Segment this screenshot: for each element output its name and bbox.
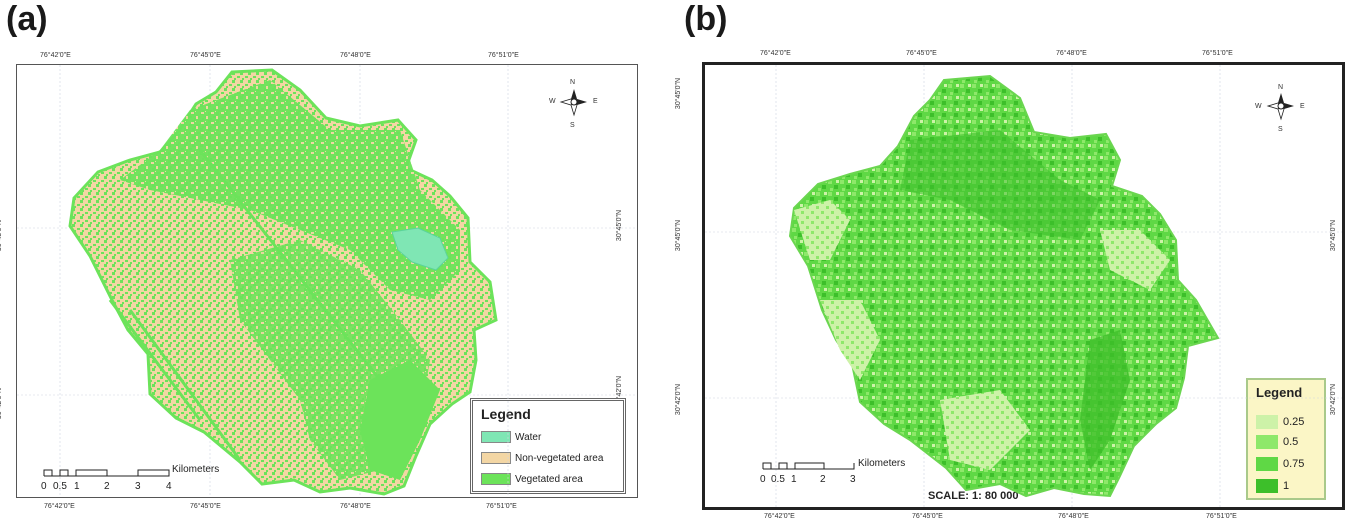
panel-a-swatch-nonveg xyxy=(481,452,511,464)
panel-b-legend-item-1: 1 xyxy=(1256,479,1289,493)
panel-b-lon-bottom-2: 76°45'0"E xyxy=(912,513,943,520)
panel-b-legend-label-1: 1 xyxy=(1283,480,1290,492)
panel-b-lon-top-4: 76°51'0"E xyxy=(1202,50,1233,57)
panel-a-legend-item-nonveg: Non-vegetated area xyxy=(481,452,603,464)
panel-a-scale-tick-0: 0 xyxy=(41,481,47,492)
panel-a-scale-unit: Kilometers xyxy=(172,464,220,475)
panel-b-compass-w: W xyxy=(1255,103,1262,110)
panel-a-lon-top-3: 76°48'0"E xyxy=(340,52,371,59)
panel-a-compass-icon xyxy=(559,89,587,117)
panel-b-lon-top-1: 76°42'0"E xyxy=(760,50,791,57)
panel-a-lon-top-1: 76°42'0"E xyxy=(40,52,71,59)
panel-b-label: (b) xyxy=(684,0,728,38)
panel-b-scale-unit: Kilometers xyxy=(858,458,906,469)
panel-a-lon-top-2: 76°45'0"E xyxy=(190,52,221,59)
panel-b-legend-label-05: 0.5 xyxy=(1283,436,1299,448)
panel-a-legend-title: Legend xyxy=(481,406,531,422)
panel-a-legend-label-veg: Vegetated area xyxy=(515,473,583,485)
panel-a-region xyxy=(68,68,498,496)
panel-b-lon-bottom-3: 76°48'0"E xyxy=(1058,513,1089,520)
panel-a-scale-tick-3: 3 xyxy=(135,481,141,492)
panel-b-scale-tick-0: 0 xyxy=(760,474,766,485)
panel-b-scale-tick-1: 1 xyxy=(791,474,797,485)
panel-a-legend-item-water: Water xyxy=(481,431,541,443)
panel-b-legend-item-05: 0.5 xyxy=(1256,435,1298,449)
panel-b-legend-item-075: 0.75 xyxy=(1256,457,1304,471)
panel-a-swatch-veg xyxy=(481,473,511,485)
panel-b-scalebar-icon xyxy=(762,462,855,470)
panel-b-compass-icon xyxy=(1266,93,1294,121)
panel-b-legend-label-075: 0.75 xyxy=(1283,458,1305,470)
panel-b-swatch-1 xyxy=(1256,479,1278,493)
panel-b-legend-label-025: 0.25 xyxy=(1283,416,1305,428)
panel-b-scale-tick-2: 2 xyxy=(820,474,826,485)
panel-b-lon-bottom-4: 76°51'0"E xyxy=(1206,513,1237,520)
panel-a-water-body xyxy=(391,227,449,271)
panel-a-compass-s: S xyxy=(570,122,575,129)
panel-a-lon-bottom-3: 76°48'0"E xyxy=(340,503,371,510)
panel-a-compass-w: W xyxy=(549,98,556,105)
panel-b-swatch-075 xyxy=(1256,457,1278,471)
panel-a-legend-item-veg: Vegetated area xyxy=(481,473,583,485)
panel-b-compass-s: S xyxy=(1278,126,1283,133)
panel-b-lon-bottom-1: 76°42'0"E xyxy=(764,513,795,520)
panel-a-scale-tick-2: 2 xyxy=(104,481,110,492)
panel-a-lon-bottom-4: 76°51'0"E xyxy=(486,503,517,510)
panel-a-lon-bottom-2: 76°45'0"E xyxy=(190,503,221,510)
panel-b-scale-tick-05: 0.5 xyxy=(771,474,785,485)
panel-a-scale-tick-1: 1 xyxy=(74,481,80,492)
panel-a-label: (a) xyxy=(6,0,48,38)
panel-b-region xyxy=(788,74,1220,498)
panel-b-legend-item-025: 0.25 xyxy=(1256,415,1304,429)
panel-b-scale-tick-3: 3 xyxy=(850,474,856,485)
panel-a-scalebar-icon xyxy=(43,469,170,477)
panel-b-swatch-025 xyxy=(1256,415,1278,429)
panel-b-compass-n: N xyxy=(1278,84,1284,91)
panel-a-compass-n: N xyxy=(570,79,576,86)
panel-b-legend-title: Legend xyxy=(1256,385,1303,400)
panel-a-legend-label-water: Water xyxy=(515,431,542,443)
panel-a-scale-tick-4: 4 xyxy=(166,481,172,492)
panel-b-swatch-05 xyxy=(1256,435,1278,449)
panel-a-swatch-water xyxy=(481,431,511,443)
panel-a-compass-e: E xyxy=(593,98,598,105)
panel-b-compass-e: E xyxy=(1300,103,1305,110)
panel-b-lon-top-2: 76°45'0"E xyxy=(906,50,937,57)
panel-b-lon-top-3: 76°48'0"E xyxy=(1056,50,1087,57)
panel-b-scale-ratio: SCALE: 1: 80 000 xyxy=(928,490,1019,502)
panel-a-lon-bottom-1: 76°42'0"E xyxy=(44,503,75,510)
panel-a-lon-top-4: 76°51'0"E xyxy=(488,52,519,59)
panel-a-legend-label-nonveg: Non-vegetated area xyxy=(515,452,604,464)
